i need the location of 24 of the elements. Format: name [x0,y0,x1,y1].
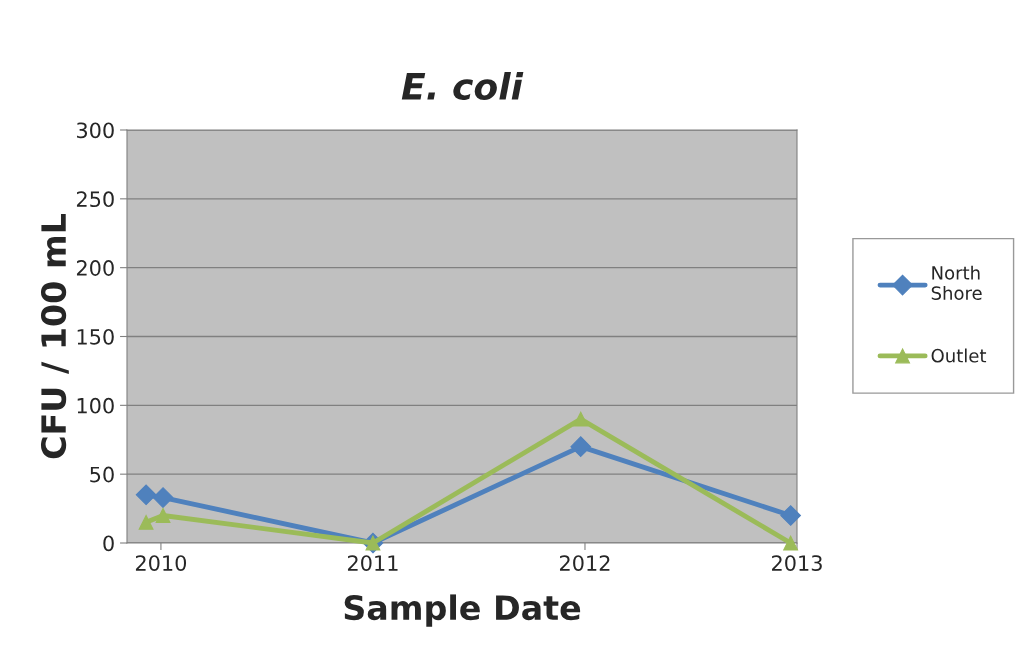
y-tick-label: 150 [77,328,114,345]
x-tick-label: 2011 [347,555,398,571]
x-axis-title: Sample Date [344,594,581,627]
point [573,411,589,427]
y-tick-label: 250 [76,191,114,208]
y-tick-label: 300 [77,122,114,139]
x-tick-label: 2013 [772,555,822,571]
chart-title: E. coli [401,72,524,100]
point [138,514,154,530]
y-tick-label: 200 [76,260,114,276]
legend-label: Outlet [931,348,987,363]
point [780,505,801,526]
y-tick-label: 0 [103,535,114,552]
point [135,484,157,506]
legend-label: North Shore [931,265,982,300]
point [783,535,799,551]
y-tick-label: 100 [77,397,114,414]
y-axis-title: CFU / 100 mL [40,213,69,459]
point [152,487,174,508]
point [570,436,592,457]
y-tick-label: 50 [90,466,114,483]
point [155,508,171,523]
x-tick-label: 2012 [559,555,610,571]
x-tick-label: 2010 [135,555,187,571]
